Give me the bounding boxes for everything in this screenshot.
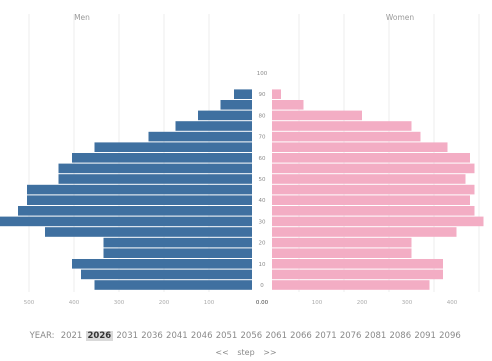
bar-men-16 — [198, 110, 252, 121]
x-tick-label-0: 500 — [24, 300, 35, 306]
year-option-2041[interactable]: 2041 — [166, 331, 188, 341]
bar-men-12 — [72, 153, 252, 163]
year-option-2066[interactable]: 2066 — [290, 331, 312, 341]
bar-women-6 — [272, 216, 484, 227]
bar-women-17 — [272, 100, 304, 110]
year-option-2021[interactable]: 2021 — [60, 331, 83, 341]
year-option-2071[interactable]: 2071 — [315, 331, 337, 341]
year-option-2056[interactable]: 2056 — [240, 331, 263, 341]
x-tick-label-5: 0.00 — [256, 300, 269, 306]
bar-men-1 — [81, 269, 252, 280]
x-tick-label-6: 100 — [312, 300, 323, 306]
age-label-100: 100 — [257, 71, 268, 77]
x-tick-label-3: 200 — [159, 300, 170, 306]
bar-men-13 — [94, 142, 252, 152]
bar-women-9 — [272, 184, 475, 195]
bar-men-3 — [103, 248, 252, 258]
bar-women-14 — [272, 131, 421, 142]
bar-men-8 — [27, 195, 252, 205]
age-label-10: 10 — [259, 262, 266, 268]
bar-women-7 — [272, 206, 475, 216]
bar-women-13 — [272, 142, 448, 152]
bar-men-6 — [0, 216, 252, 227]
year-option-2081[interactable]: 2081 — [364, 331, 387, 341]
bar-women-18 — [272, 89, 281, 99]
age-label-80: 80 — [259, 113, 266, 119]
bar-men-9 — [27, 184, 252, 195]
x-tick-label-2: 300 — [114, 300, 125, 306]
bar-men-4 — [103, 237, 252, 248]
year-option-2046[interactable]: 2046 — [190, 331, 213, 341]
year-option-2031[interactable]: 2031 — [116, 331, 139, 341]
age-label-90: 90 — [259, 92, 266, 98]
x-tick-label-8: 300 — [402, 300, 413, 306]
x-tick-label-4: 100 — [204, 300, 215, 306]
bar-men-15 — [175, 121, 252, 131]
bar-men-7 — [18, 206, 252, 216]
x-tick-label-7: 200 — [357, 300, 368, 306]
series-label-women: Women — [386, 13, 414, 22]
series-label-men: Men — [74, 13, 90, 22]
year-option-2026[interactable]: 2026 — [85, 331, 114, 341]
bar-women-5 — [272, 227, 457, 237]
bar-women-12 — [272, 153, 470, 163]
year-option-2036[interactable]: 2036 — [141, 331, 163, 341]
year-option-2076[interactable]: 2076 — [339, 331, 362, 341]
x-tick-label-1: 400 — [69, 300, 80, 306]
step-label: step — [237, 348, 255, 357]
age-label-0: 0 — [260, 283, 264, 289]
bar-men-14 — [148, 131, 252, 142]
bar-men-11 — [58, 163, 252, 174]
age-label-40: 40 — [259, 198, 266, 204]
bar-women-1 — [272, 269, 443, 280]
bar-women-3 — [272, 248, 412, 258]
year-selector: YEAR: 2021 2026 2031 2036 2041 2046 2051 2056 206… — [0, 331, 492, 341]
bar-men-18 — [234, 89, 252, 99]
bar-men-2 — [72, 259, 252, 269]
bar-men-10 — [58, 174, 252, 184]
bar-women-16 — [272, 110, 362, 121]
bar-women-0 — [272, 280, 430, 290]
bar-men-5 — [45, 227, 252, 237]
step-back-button[interactable]: << — [215, 348, 229, 357]
bar-men-0 — [94, 280, 252, 290]
bar-women-10 — [272, 174, 466, 184]
year-option-2096[interactable]: 2096 — [439, 331, 461, 341]
age-label-20: 20 — [259, 241, 266, 247]
year-option-2061[interactable]: 2061 — [265, 331, 287, 341]
age-label-30: 30 — [259, 219, 266, 225]
bar-women-11 — [272, 163, 475, 174]
bar-women-4 — [272, 237, 412, 248]
x-tick-label-9: 400 — [447, 300, 458, 306]
bar-women-15 — [272, 121, 412, 131]
year-label: YEAR: — [29, 331, 55, 341]
bar-women-8 — [272, 195, 470, 205]
age-label-60: 60 — [259, 156, 266, 162]
year-option-2086[interactable]: 2086 — [389, 331, 412, 341]
step-forward-button[interactable]: >> — [263, 348, 277, 357]
age-label-50: 50 — [259, 177, 266, 183]
bar-men-17 — [220, 100, 252, 110]
bar-women-2 — [272, 259, 443, 269]
year-option-2051[interactable]: 2051 — [215, 331, 238, 341]
population-pyramid-chart: Men Women 0 10 20 30 40 50 60 70 80 90 100 500 400 300 2… — [0, 13, 492, 306]
age-label-70: 70 — [259, 135, 266, 141]
step-control: << step >> — [0, 348, 492, 357]
year-option-2091[interactable]: 2091 — [414, 331, 436, 341]
